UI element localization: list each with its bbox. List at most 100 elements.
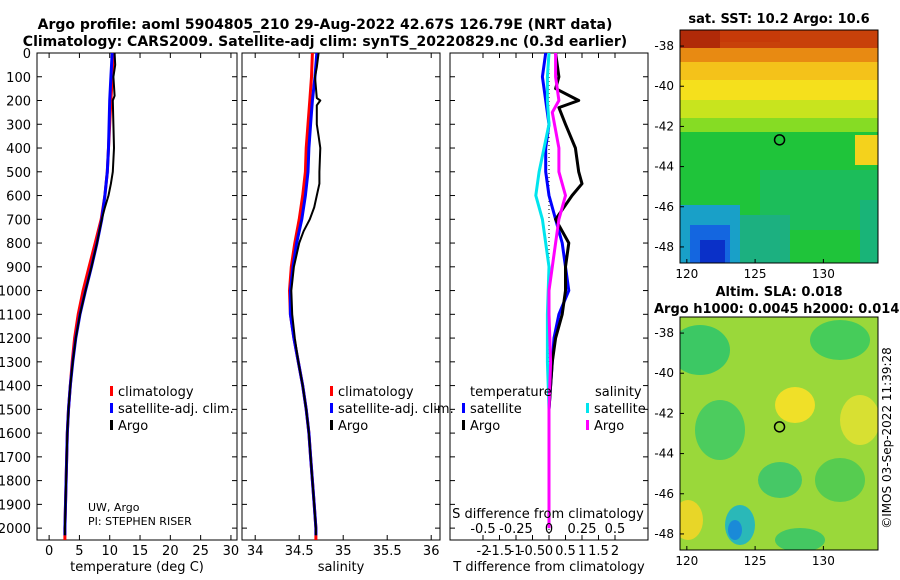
series-argo (290, 52, 322, 536)
y-tick-label: 0 (23, 47, 31, 62)
watermark: ©IMOS 03-Sep-2022 11:39:28 (880, 347, 894, 529)
difference-xlabel: T difference from climatology (452, 560, 645, 575)
depth-axis-labels: 0 100 200 300 400 500 600 700 800 900 1000 1100 1200… (0, 47, 31, 537)
sla-map-ticks: 120 125 130 -38 -40 -42 -44 -46 -48 (654, 326, 834, 568)
y-tick-label: 1400 (0, 380, 31, 395)
y-tick-label: 500 (6, 166, 31, 181)
legend-label-s-argo: Argo (594, 419, 624, 434)
x-tick-label: 0 (545, 544, 553, 559)
s-difference-label: S difference from climatology (452, 507, 644, 522)
y-tick-label: 1700 (0, 451, 31, 466)
difference-panel: -2-1.5-1-0.5 0 0.5 1 1.5 2 (449, 52, 649, 559)
map-y-tick-label: -48 (654, 240, 674, 254)
s-tick-label: 0.5 (605, 522, 626, 537)
series-argo (63, 52, 117, 536)
y-tick-label: 1500 (0, 403, 31, 418)
map-y-tick-label: -42 (654, 406, 674, 420)
temperature-legend: climatology satellite-adj. clim. Argo (110, 385, 234, 434)
legend-label-argo: Argo (338, 419, 368, 434)
x-tick-label: 35 (335, 544, 352, 559)
legend-swatch-satellite (110, 403, 113, 413)
sst-map-title: sat. SST: 10.2 Argo: 10.6 (688, 12, 869, 27)
y-tick-label: 1100 (0, 308, 31, 323)
map-y-tick-label: -44 (654, 160, 674, 174)
x-tick-label: 0 (45, 544, 53, 559)
y-tick-label: 300 (6, 118, 31, 133)
credit-line1: UW, Argo (88, 501, 140, 514)
legend-label-climatology: climatology (338, 385, 414, 400)
y-tick-label: 1900 (0, 498, 31, 513)
y-tick-label: 2000 (0, 522, 31, 537)
legend-label-t-argo: Argo (470, 419, 500, 434)
header-line2: Climatology: CARS2009. Satellite-adj cli… (23, 34, 627, 50)
legend-title-temperature: temperature (470, 385, 552, 400)
series-t-argo (547, 52, 584, 410)
legend-title-salinity: salinity (595, 385, 642, 400)
legend-label-satellite: satellite-adj. clim. (118, 402, 234, 417)
y-tick-label: 400 (6, 142, 31, 157)
map-x-tick-label: 130 (812, 554, 835, 568)
y-tick-label: 1800 (0, 475, 31, 490)
y-tick-label: 900 (6, 261, 31, 276)
s-tick-label: -0.25 (499, 522, 533, 537)
x-tick-label: 1 (578, 544, 586, 559)
legend-label-t-satellite: satellite (470, 402, 522, 417)
s-tick-label: -0.5 (470, 522, 495, 537)
map-y-tick-label: -46 (654, 200, 674, 214)
sla-map-title1: Altim. SLA: 0.018 (716, 285, 843, 300)
x-tick-label: 36 (423, 544, 440, 559)
legend-swatch-t-satellite (462, 403, 465, 413)
y-tick-label: 1000 (0, 285, 31, 300)
x-tick-label: 30 (223, 544, 240, 559)
legend-swatch-satellite (330, 403, 333, 413)
sst-map-ticks: 120 125 130 -38 -40 -42 -44 -46 -48 (654, 39, 834, 281)
plot-frame (36, 52, 238, 541)
legend-swatch-argo (110, 420, 113, 430)
map-x-tick-label: 125 (744, 554, 767, 568)
x-tick-label: 10 (101, 544, 118, 559)
credit-line2: PI: STEPHEN RISER (88, 515, 192, 528)
salinity-legend: climatology satellite-adj. clim. Argo (330, 385, 454, 434)
map-y-tick-label: -46 (654, 487, 674, 501)
x-tick-label: 35.5 (373, 544, 402, 559)
x-tick-label: 0.5 (555, 544, 576, 559)
y-tick-label: 600 (6, 190, 31, 205)
sla-argo-marker (773, 421, 786, 433)
y-tick-label: 1200 (0, 332, 31, 347)
salinity-xlabel: salinity (318, 560, 365, 575)
x-tick-label: -1.5 (487, 544, 512, 559)
x-tick-label: 25 (192, 544, 209, 559)
series-s-satellite (534, 52, 551, 529)
legend-swatch-s-argo (586, 420, 589, 430)
x-tick-label: 34.5 (285, 544, 314, 559)
sla-map-image (680, 317, 878, 550)
map-y-tick-label: -38 (654, 39, 674, 53)
legend-swatch-argo (330, 420, 333, 430)
x-tick-label: -0.5 (520, 544, 545, 559)
map-x-tick-label: 120 (675, 267, 698, 281)
map-y-tick-label: -40 (654, 366, 674, 380)
y-tick-label: 200 (6, 95, 31, 110)
map-y-tick-label: -48 (654, 527, 674, 541)
sst-map-frame (679, 29, 879, 264)
y-tick-label: 100 (6, 71, 31, 86)
legend-swatch-climatology (330, 386, 333, 396)
sla-map-frame (679, 316, 879, 551)
sst-map-image (680, 30, 878, 263)
y-tick-label: 1600 (0, 427, 31, 442)
legend-swatch-t-argo (462, 420, 465, 430)
x-tick-label: 2 (611, 544, 619, 559)
legend-label-satellite: satellite-adj. clim. (338, 402, 454, 417)
map-x-tick-label: 130 (812, 267, 835, 281)
x-tick-label: 15 (132, 544, 149, 559)
y-tick-label: 700 (6, 213, 31, 228)
map-x-tick-label: 120 (675, 554, 698, 568)
map-y-tick-label: -44 (654, 447, 674, 461)
header-line1: Argo profile: aoml 5904805_210 29-Aug-20… (38, 17, 613, 33)
map-y-tick-label: -40 (654, 79, 674, 93)
s-tick-label: 0.25 (568, 522, 597, 537)
legend-label-climatology: climatology (118, 385, 194, 400)
salinity-panel: 34 34.5 35 35.5 36 (241, 52, 441, 559)
legend-swatch-climatology (110, 386, 113, 396)
